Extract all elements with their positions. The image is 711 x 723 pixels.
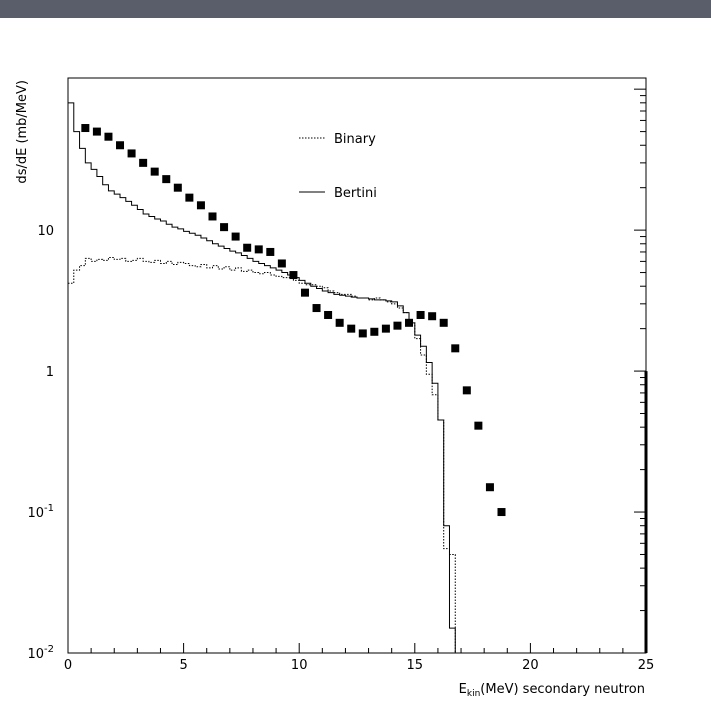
x-tick-label: 25 [638,658,655,673]
data-point [474,421,483,430]
y-tick-labels: 10 1 10-1 10-2 [27,224,54,662]
data-point [266,247,275,256]
data-point [185,193,194,202]
x-axis-label: Ekin(MeV) secondary neutron [459,682,645,699]
data-point [439,318,448,327]
legend-bertini-label: Bertini [334,186,377,201]
y-tick-label: 10 [37,224,54,239]
data-point [347,324,356,333]
data-point [358,329,367,338]
series-layer [68,102,648,653]
data-point [312,304,321,313]
data-point [196,201,205,210]
legend: Binary Bertini [299,132,377,201]
data-point [116,141,125,150]
data-point [335,318,344,327]
data-point [405,318,414,327]
data-point [289,271,298,280]
x-tick-label: 0 [64,658,72,673]
data-point [300,288,309,297]
series-bertini-line [68,102,456,653]
top-bar [0,0,711,18]
x-axis-label-subscript: kin [467,689,480,699]
data-point [104,132,113,141]
data-point [497,508,506,517]
data-point [451,344,460,353]
data-point [462,386,471,395]
data-point [220,223,229,232]
legend-binary-label: Binary [334,132,376,147]
data-point [92,127,101,136]
x-axis-label-suffix: (MeV) secondary neutron [480,682,645,697]
plot-frame [67,77,647,654]
data-point [428,312,437,321]
data-point [150,167,159,176]
data-point [81,124,90,133]
data-point [254,245,263,254]
data-point [127,149,136,158]
data-point [162,175,171,184]
data-point [485,483,494,492]
x-tick-label: 5 [179,658,187,673]
series-binary-line [68,256,456,653]
data-point [324,310,333,319]
x-tick-label: 10 [291,658,308,673]
data-markers [81,124,506,517]
data-point [231,232,240,241]
data-point [393,321,402,330]
data-point [173,183,182,192]
data-point [208,212,217,221]
data-point [370,327,379,336]
y-tick-label: 10-2 [27,644,54,662]
x-tick-label: 20 [522,658,539,673]
data-point [277,259,286,268]
y-axis-label: ds/dE (mb/MeV) [15,80,30,184]
data-point [243,243,252,252]
x-axis-label-prefix: E [459,682,467,697]
x-tick-labels: 0 5 10 15 20 25 [64,658,654,673]
data-point [139,158,148,167]
data-point [381,324,390,333]
data-point [416,310,425,319]
x-tick-label: 15 [407,658,424,673]
y-tick-label: 1 [46,365,54,380]
y-tick-label: 10-1 [27,503,54,521]
